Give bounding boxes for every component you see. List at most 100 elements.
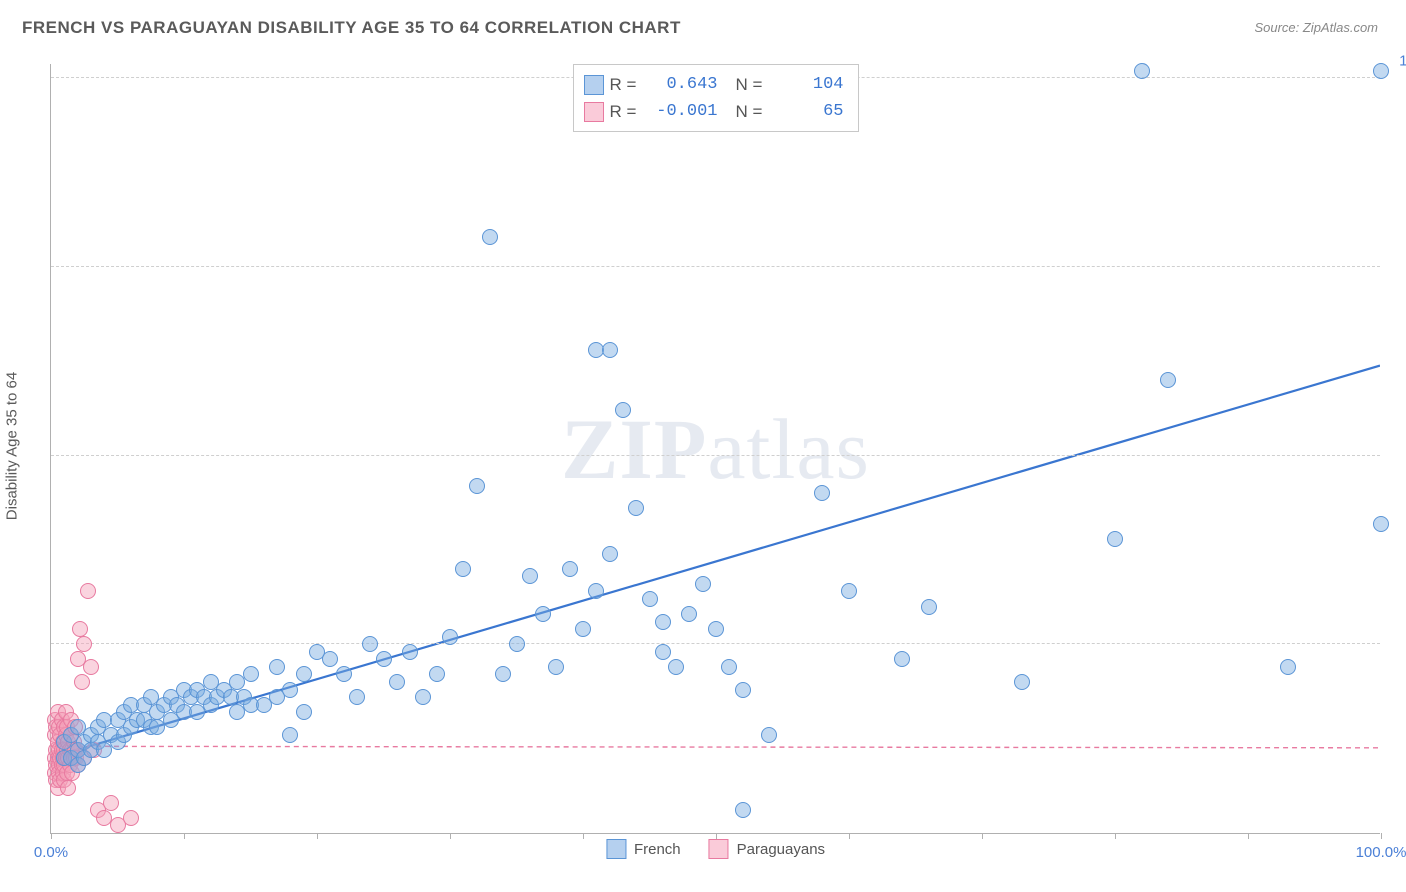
trend-line (51, 746, 1380, 748)
data-point (509, 636, 525, 652)
legend-label: French (634, 841, 681, 858)
x-tick (849, 833, 850, 839)
data-point (761, 727, 777, 743)
legend-swatch (709, 839, 729, 859)
data-point (655, 614, 671, 630)
r-label: R = (610, 71, 642, 98)
data-point (1373, 63, 1389, 79)
data-point (296, 666, 312, 682)
data-point (615, 402, 631, 418)
chart-title: FRENCH VS PARAGUAYAN DISABILITY AGE 35 T… (22, 18, 681, 38)
n-label: N = (736, 98, 768, 125)
y-tick-label: 75.0% (1390, 241, 1406, 258)
legend-stats: R =0.643 N =104 R =-0.001 N =65 (573, 64, 859, 132)
data-point (72, 621, 88, 637)
data-point (814, 485, 830, 501)
legend-swatch (584, 102, 604, 122)
gridline (51, 455, 1380, 456)
legend-swatch (584, 75, 604, 95)
legend-series: French Paraguayans (606, 839, 825, 859)
data-point (282, 727, 298, 743)
x-tick (51, 833, 52, 839)
data-point (76, 636, 92, 652)
data-point (522, 568, 538, 584)
x-tick-label: 0.0% (34, 844, 68, 861)
data-point (602, 546, 618, 562)
data-point (655, 644, 671, 660)
data-point (322, 651, 338, 667)
data-point (123, 810, 139, 826)
data-point (389, 674, 405, 690)
data-point (921, 599, 937, 615)
x-tick (184, 833, 185, 839)
trend-lines (51, 64, 1380, 833)
source-label: Source: ZipAtlas.com (1254, 20, 1378, 35)
y-tick-label: 25.0% (1390, 619, 1406, 636)
data-point (668, 659, 684, 675)
legend-item: Paraguayans (709, 839, 825, 859)
data-point (721, 659, 737, 675)
data-point (415, 689, 431, 705)
x-tick (982, 833, 983, 839)
data-point (1014, 674, 1030, 690)
x-tick (317, 833, 318, 839)
data-point (376, 651, 392, 667)
scatter-plot: ZIPatlas R =0.643N =104R =-0.001N =65 Fr… (50, 64, 1380, 834)
data-point (469, 478, 485, 494)
r-value: -0.001 (648, 98, 718, 125)
y-tick-label: 100.0% (1390, 53, 1406, 70)
legend-item: French (606, 839, 681, 859)
data-point (269, 659, 285, 675)
data-point (708, 621, 724, 637)
data-point (243, 666, 259, 682)
watermark: ZIPatlas (561, 399, 870, 499)
data-point (402, 644, 418, 660)
x-tick (1248, 833, 1249, 839)
data-point (296, 704, 312, 720)
data-point (495, 666, 511, 682)
x-tick (1381, 833, 1382, 839)
data-point (575, 621, 591, 637)
y-axis-label: Disability Age 35 to 64 (4, 372, 21, 520)
data-point (562, 561, 578, 577)
data-point (429, 666, 445, 682)
data-point (535, 606, 551, 622)
n-value: 104 (774, 71, 844, 98)
data-point (83, 659, 99, 675)
data-point (74, 674, 90, 690)
x-tick (1115, 833, 1116, 839)
data-point (1160, 372, 1176, 388)
n-label: N = (736, 71, 768, 98)
data-point (602, 342, 618, 358)
data-point (455, 561, 471, 577)
gridline (51, 643, 1380, 644)
data-point (282, 682, 298, 698)
data-point (60, 780, 76, 796)
legend-stat-row: R =-0.001 N =65 (584, 98, 844, 125)
data-point (80, 583, 96, 599)
x-tick-label: 100.0% (1356, 844, 1406, 861)
data-point (482, 229, 498, 245)
x-tick (450, 833, 451, 839)
data-point (894, 651, 910, 667)
r-value: 0.643 (648, 71, 718, 98)
r-label: R = (610, 98, 642, 125)
data-point (349, 689, 365, 705)
data-point (1373, 516, 1389, 532)
data-point (735, 682, 751, 698)
data-point (442, 629, 458, 645)
legend-label: Paraguayans (737, 841, 825, 858)
x-tick (583, 833, 584, 839)
data-point (642, 591, 658, 607)
data-point (735, 802, 751, 818)
data-point (1134, 63, 1150, 79)
legend-stat-row: R =0.643 N =104 (584, 71, 844, 98)
data-point (1280, 659, 1296, 675)
n-value: 65 (774, 98, 844, 125)
data-point (681, 606, 697, 622)
data-point (628, 500, 644, 516)
data-point (588, 583, 604, 599)
data-point (1107, 531, 1123, 547)
y-tick-label: 50.0% (1390, 430, 1406, 447)
data-point (695, 576, 711, 592)
